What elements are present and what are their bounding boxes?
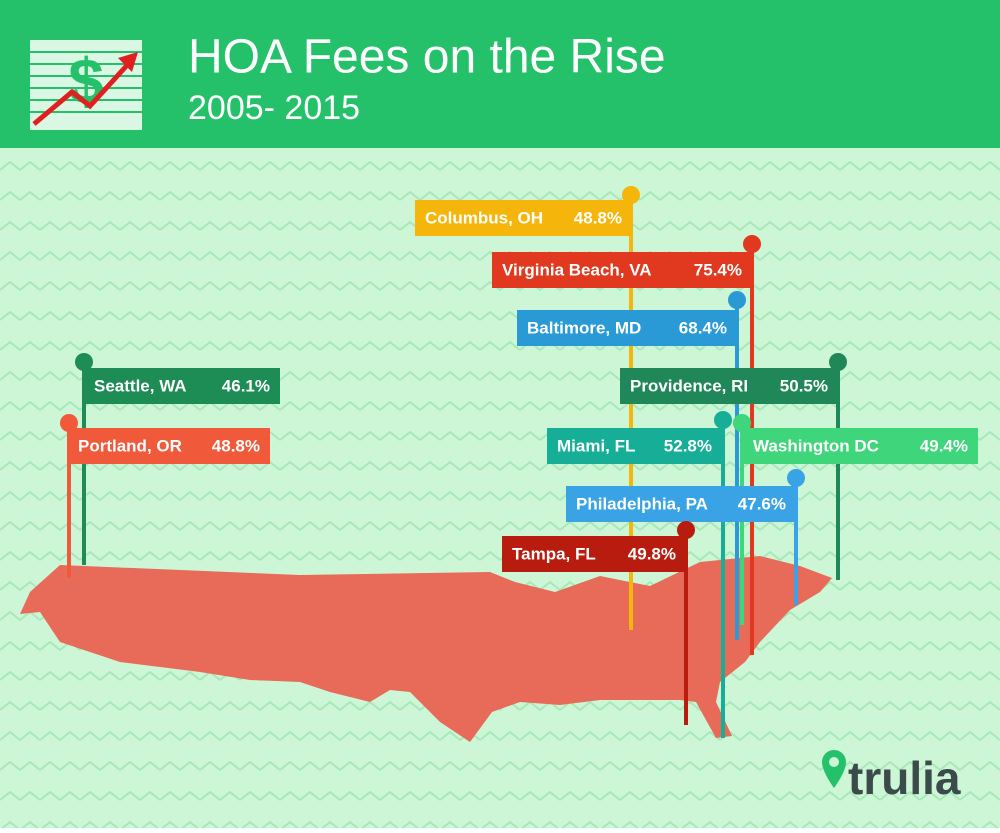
city-label: Philadelphia, PA [576,494,708,513]
pin: Virginia Beach, VA 75.4% [492,235,761,655]
pin-head [733,414,751,432]
pin: Providence, RI 50.5% [620,353,847,580]
pin: Baltimore, MD 68.4% [517,291,746,640]
value-label: 48.8% [212,436,260,455]
pin: Washington DC 49.4% [733,414,978,625]
value-label: 68.4% [679,318,727,337]
city-label: Tampa, FL [512,544,596,563]
label-box [517,310,737,346]
city-label: Providence, RI [630,376,748,395]
value-label: 50.5% [780,376,828,395]
header-icon: $ [30,40,142,130]
brand-logo: trulia [822,750,961,804]
city-label: Miami, FL [557,436,635,455]
value-label: 46.1% [222,376,270,395]
pin-head [714,411,732,429]
label-box [502,536,686,572]
label-box [492,252,752,288]
title: HOA Fees on the Rise [188,31,666,84]
background-pattern [0,148,1000,828]
pin-head [622,186,640,204]
label-box [566,486,796,522]
label-box [415,200,632,236]
pin: Miami, FL 52.8% [547,411,732,738]
pin-head [728,291,746,309]
label-box [743,428,978,464]
subtitle: 2005- 2015 [188,89,360,127]
city-label: Seattle, WA [94,376,187,395]
icon-box [30,40,142,130]
pin-head [743,235,761,253]
value-label: 52.8% [664,436,712,455]
label-box [68,428,270,464]
pin: Columbus, OH 48.8% [415,186,640,630]
header-band [0,0,1000,148]
label-box [620,368,838,404]
value-label: 75.4% [694,260,742,279]
value-label: 49.8% [628,544,676,563]
city-label: Virginia Beach, VA [502,260,652,279]
pin: Tampa, FL 49.8% [502,521,695,725]
label-box [84,368,280,404]
city-label: Columbus, OH [425,208,543,227]
brand-pin [822,750,846,788]
value-label: 49.4% [920,436,968,455]
value-label: 47.6% [738,494,786,513]
pin-head [75,353,93,371]
pin-head [60,414,78,432]
city-label: Washington DC [753,436,879,455]
pin: Portland, OR 48.8% [60,414,270,578]
label-box [547,428,722,464]
city-label: Baltimore, MD [527,318,641,337]
pin-head [677,521,695,539]
pin-head [829,353,847,371]
pin-head [787,469,805,487]
brand-name: trulia [848,752,961,804]
value-label: 48.8% [574,208,622,227]
icon-symbol: $ [68,45,104,117]
pin: Philadelphia, PA 47.6% [566,469,805,605]
city-label: Portland, OR [78,436,182,455]
